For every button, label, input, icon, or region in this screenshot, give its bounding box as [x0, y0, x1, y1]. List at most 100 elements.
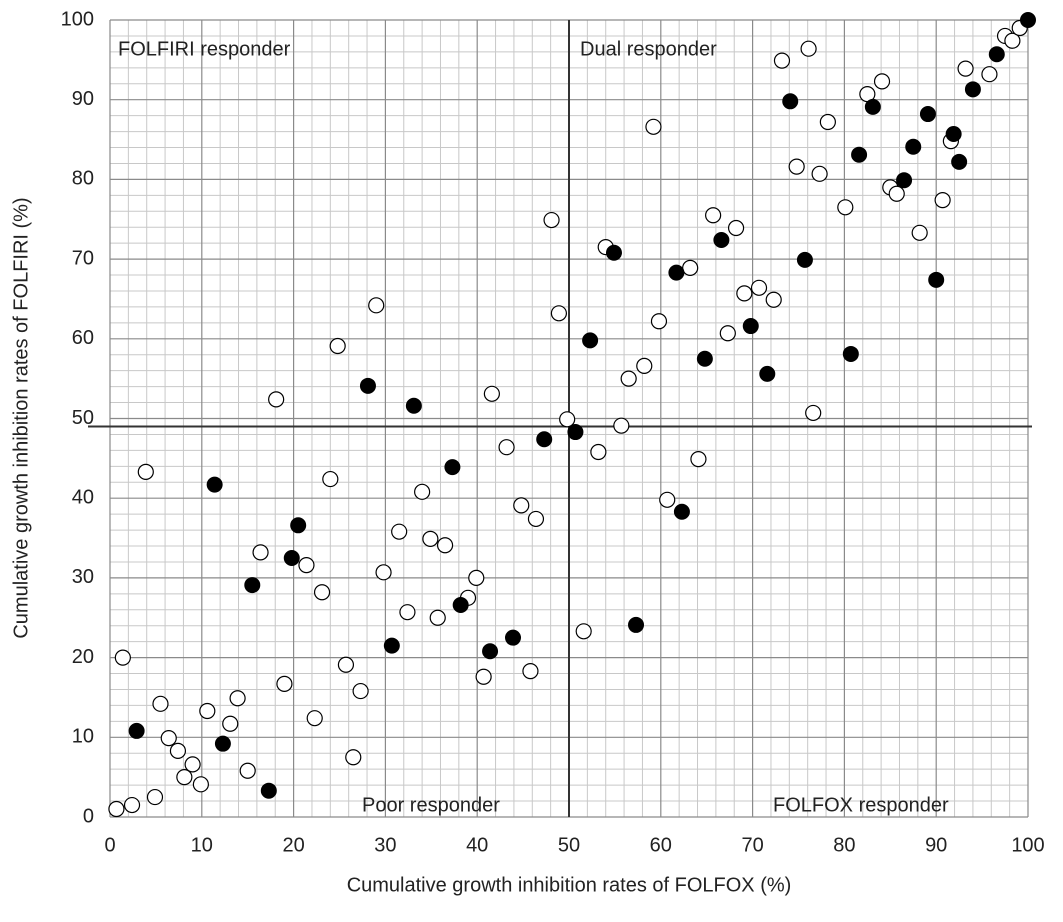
scatter-point — [951, 153, 968, 170]
scatter-point — [375, 564, 392, 581]
y-tick-label: 100 — [61, 8, 94, 30]
scatter-point — [260, 782, 277, 799]
annotation: FOLFIRI responder — [118, 38, 291, 60]
x-tick-label: 50 — [558, 834, 580, 856]
scatter-point — [475, 668, 492, 685]
scatter-point — [765, 291, 782, 308]
scatter-point — [759, 365, 776, 382]
scatter-point — [123, 796, 141, 814]
y-tick-label: 20 — [72, 646, 94, 668]
scatter-point — [527, 510, 545, 528]
scatter-point — [543, 211, 560, 229]
scatter-point — [864, 98, 881, 115]
scatter-point — [290, 517, 307, 534]
scatter-point — [184, 756, 201, 773]
scatter-point — [911, 224, 928, 241]
scatter-point — [239, 762, 256, 779]
scatter-point — [645, 118, 662, 135]
scatter-point — [359, 377, 376, 394]
scatter-point — [668, 264, 685, 281]
scatter-point — [957, 60, 974, 77]
scatter-point — [628, 616, 645, 633]
scatter-point — [696, 350, 713, 367]
scatter-point — [1004, 32, 1021, 49]
scatter-point — [842, 345, 859, 362]
scatter-point — [559, 411, 576, 428]
scatter-point — [352, 682, 369, 700]
scatter-point — [851, 146, 868, 163]
scatter-point — [896, 172, 913, 189]
x-tick-label: 90 — [925, 834, 947, 856]
scatter-point — [773, 52, 791, 69]
scatter-point — [146, 788, 164, 806]
scatter-point — [329, 337, 346, 355]
x-tick-label: 70 — [741, 834, 763, 856]
scatter-point — [945, 125, 962, 142]
scatter-point — [837, 199, 854, 216]
scatter-point — [659, 491, 676, 508]
scatter-point — [128, 722, 145, 739]
scatter-point — [452, 596, 469, 613]
scatter-point — [650, 313, 668, 330]
scatter-point — [298, 557, 315, 574]
scatter-point — [114, 649, 131, 666]
scatter-point — [513, 497, 530, 514]
scatter-point — [313, 584, 331, 601]
scatter-point — [498, 439, 515, 456]
y-tick-label: 60 — [72, 327, 94, 349]
scatter-point — [522, 663, 539, 680]
scatter-point — [819, 113, 836, 131]
scatter-point — [605, 244, 622, 261]
scatter-point — [391, 523, 408, 540]
scatter-point — [505, 629, 522, 646]
annotation: FOLFOX responder — [773, 794, 949, 816]
y-tick-label: 40 — [72, 486, 94, 508]
scatter-point — [582, 332, 599, 349]
scatter-point — [988, 46, 1005, 63]
scatter-point — [705, 207, 722, 224]
y-axis-label: Cumulative growth inhibition rates of FO… — [10, 197, 32, 638]
x-tick-label: 80 — [833, 834, 855, 856]
scatter-point — [422, 530, 439, 547]
scatter-point — [108, 800, 125, 818]
scatter-point — [468, 569, 485, 587]
scatter-point — [742, 318, 759, 335]
x-tick-label: 60 — [650, 834, 672, 856]
x-axis-label: Cumulative growth inhibition rates of FO… — [347, 874, 792, 896]
annotation: Poor responder — [362, 794, 500, 816]
scatter-point — [719, 325, 736, 342]
scatter-point — [199, 702, 216, 720]
scatter-point — [244, 577, 261, 594]
y-tick-label: 70 — [72, 247, 94, 269]
scatter-point — [673, 503, 690, 520]
scatter-point — [276, 675, 293, 693]
scatter-point — [690, 451, 707, 468]
scatter-point — [252, 544, 269, 561]
y-tick-label: 80 — [72, 168, 94, 190]
scatter-point — [306, 710, 323, 727]
scatter-point — [152, 695, 169, 712]
scatter-point — [405, 397, 422, 414]
scatter-point — [222, 715, 239, 732]
annotation: Dual responder — [580, 38, 717, 60]
scatter-point — [482, 643, 499, 660]
scatter-point — [229, 690, 246, 707]
scatter-point — [192, 776, 209, 793]
scatter-point — [934, 192, 951, 209]
scatter-point — [137, 463, 154, 480]
scatter-point — [483, 385, 500, 402]
scatter-point — [713, 231, 730, 248]
x-tick-label: 30 — [374, 834, 396, 856]
scatter-point — [444, 459, 461, 476]
scatter-point — [919, 106, 936, 123]
scatter-point — [636, 357, 653, 374]
scatter-point — [1020, 12, 1036, 28]
x-tick-label: 100 — [1011, 834, 1044, 856]
scatter-point — [888, 185, 905, 202]
scatter-point — [811, 165, 828, 182]
scatter-point — [436, 537, 454, 554]
scatter-point — [169, 742, 187, 759]
scatter-point — [399, 604, 416, 621]
